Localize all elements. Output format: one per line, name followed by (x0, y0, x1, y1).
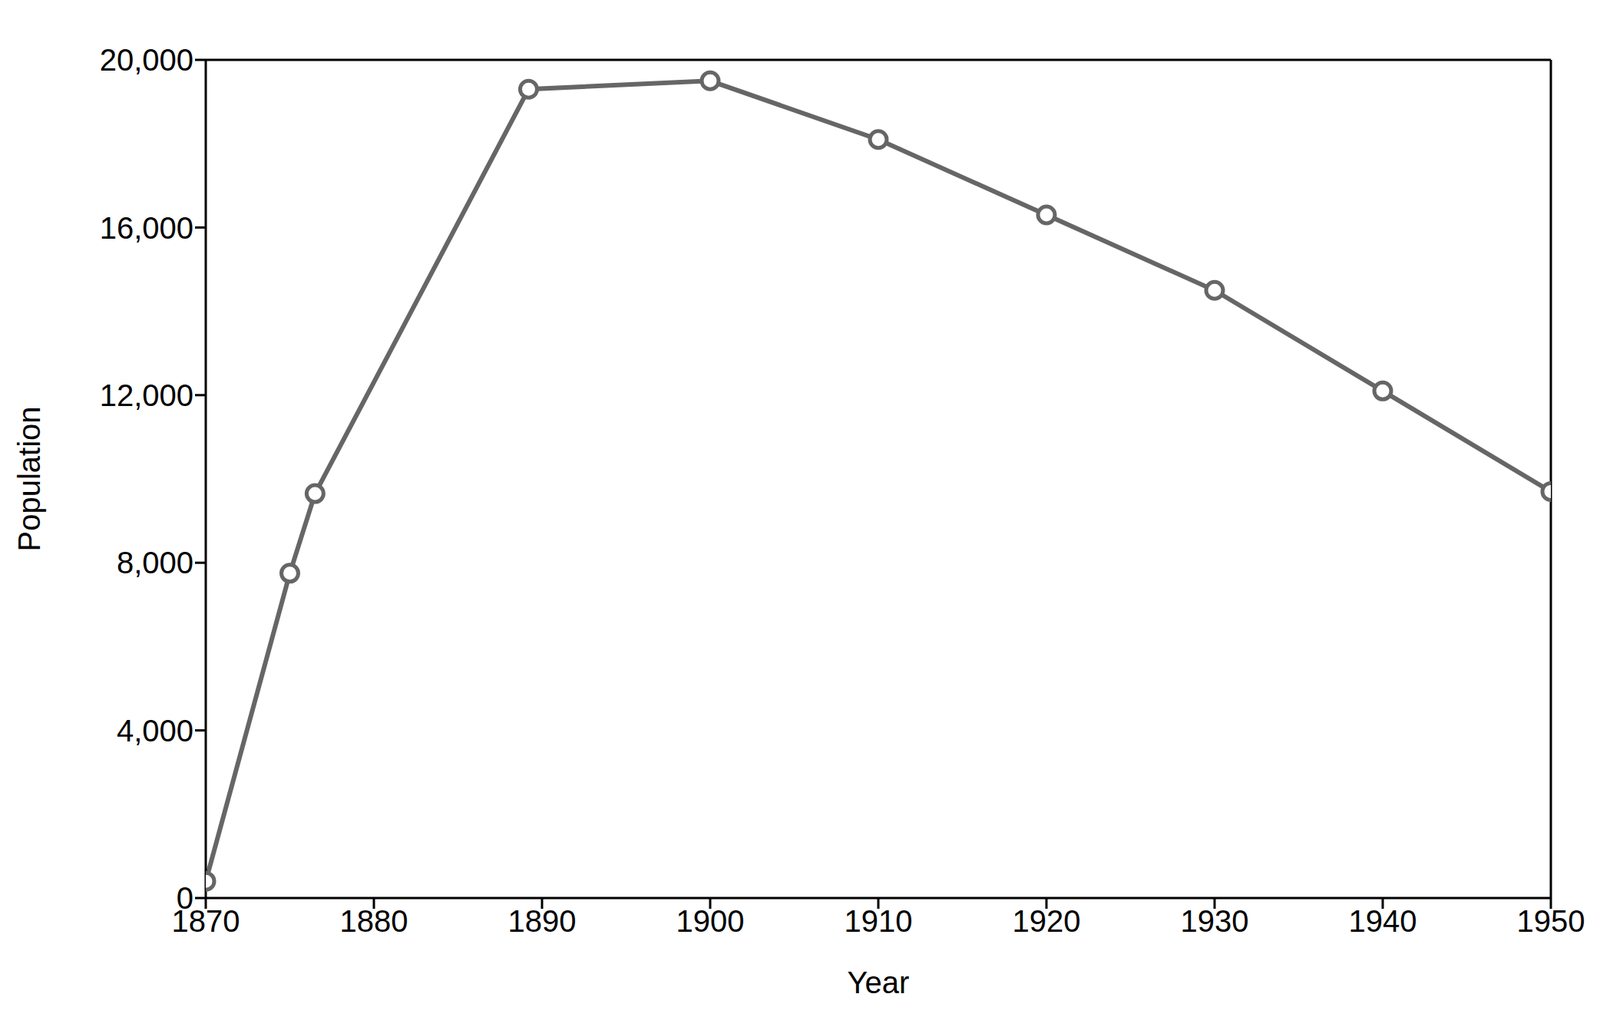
svg-text:1950: 1950 (1517, 904, 1586, 939)
svg-text:16,000: 16,000 (99, 211, 194, 245)
svg-text:0: 0 (176, 881, 194, 916)
svg-text:12,000: 12,000 (99, 378, 194, 413)
svg-text:1870: 1870 (171, 904, 240, 939)
svg-text:1880: 1880 (340, 904, 409, 939)
svg-text:Year: Year (847, 965, 910, 1000)
svg-text:1920: 1920 (1012, 904, 1081, 939)
svg-text:1910: 1910 (844, 904, 913, 939)
svg-text:4,000: 4,000 (116, 714, 194, 748)
svg-text:8,000: 8,000 (116, 545, 194, 580)
svg-text:1890: 1890 (508, 904, 577, 939)
svg-text:1900: 1900 (676, 904, 745, 939)
svg-text:1940: 1940 (1348, 904, 1418, 939)
svg-text:20,000: 20,000 (99, 42, 194, 77)
svg-text:Population: Population (12, 406, 47, 552)
svg-text:1930: 1930 (1180, 904, 1250, 939)
